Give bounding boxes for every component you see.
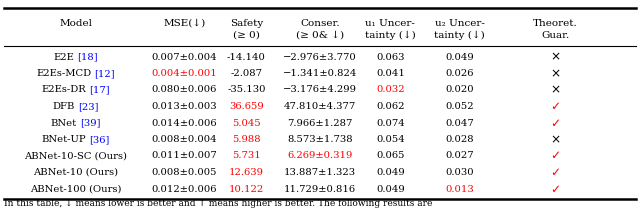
Text: [12]: [12] [94, 69, 115, 78]
Text: -14.140: -14.140 [227, 53, 266, 61]
Text: 0.080±0.006: 0.080±0.006 [152, 85, 217, 95]
Text: DFB: DFB [52, 102, 75, 111]
Text: 5.045: 5.045 [232, 119, 260, 127]
Text: ×: × [550, 133, 561, 146]
Text: u₂ Uncer-: u₂ Uncer- [435, 19, 484, 27]
Text: [17]: [17] [89, 85, 110, 95]
Text: 0.020: 0.020 [445, 85, 474, 95]
Text: 8.573±1.738: 8.573±1.738 [287, 135, 353, 144]
Text: 0.008±0.005: 0.008±0.005 [152, 168, 217, 177]
Text: 6.269±0.319: 6.269±0.319 [287, 151, 353, 161]
Text: (≥ 0& ↓): (≥ 0& ↓) [296, 31, 344, 39]
Text: 0.008±0.004: 0.008±0.004 [152, 135, 217, 144]
Text: 36.659: 36.659 [229, 102, 264, 111]
Text: ✓: ✓ [550, 116, 561, 130]
Text: -35.130: -35.130 [227, 85, 266, 95]
Text: [36]: [36] [89, 135, 109, 144]
Text: 0.027: 0.027 [445, 151, 474, 161]
Text: ABNet-10 (Ours): ABNet-10 (Ours) [33, 168, 118, 177]
Text: ABNet-100 (Ours): ABNet-100 (Ours) [30, 184, 121, 193]
Text: [23]: [23] [78, 102, 99, 111]
Text: 0.063: 0.063 [376, 53, 404, 61]
Text: Guar.: Guar. [541, 31, 570, 39]
Text: 13.887±1.323: 13.887±1.323 [284, 168, 356, 177]
Text: 0.062: 0.062 [376, 102, 404, 111]
Text: 11.729±0.816: 11.729±0.816 [284, 184, 356, 193]
Text: 0.047: 0.047 [445, 119, 474, 127]
Text: E2Es-DR: E2Es-DR [41, 85, 86, 95]
Text: E2E: E2E [53, 53, 74, 61]
Text: BNet: BNet [51, 119, 77, 127]
Text: tainty (↓): tainty (↓) [434, 30, 485, 40]
Text: 5.988: 5.988 [232, 135, 260, 144]
Text: 0.012±0.006: 0.012±0.006 [152, 184, 217, 193]
Text: 0.014±0.006: 0.014±0.006 [152, 119, 217, 127]
Text: -2.087: -2.087 [230, 69, 262, 78]
Text: [39]: [39] [80, 119, 100, 127]
Text: 0.007±0.004: 0.007±0.004 [152, 53, 217, 61]
Text: MSE(↓): MSE(↓) [163, 19, 205, 27]
Text: −3.176±4.299: −3.176±4.299 [283, 85, 357, 95]
Text: (≥ 0): (≥ 0) [233, 31, 260, 39]
Text: 0.004±0.001: 0.004±0.001 [152, 69, 217, 78]
Text: 10.122: 10.122 [228, 184, 264, 193]
Text: 0.026: 0.026 [445, 69, 474, 78]
Text: 0.054: 0.054 [376, 135, 404, 144]
Text: Theoret.: Theoret. [533, 19, 578, 27]
Text: 0.052: 0.052 [445, 102, 474, 111]
Text: 7.966±1.287: 7.966±1.287 [287, 119, 353, 127]
Text: 47.810±4.377: 47.810±4.377 [284, 102, 356, 111]
Text: ✓: ✓ [550, 100, 561, 113]
Text: [18]: [18] [77, 53, 98, 61]
Text: ✓: ✓ [550, 150, 561, 162]
Text: BNet-UP: BNet-UP [42, 135, 86, 144]
Text: Conser.: Conser. [300, 19, 340, 27]
Text: 5.731: 5.731 [232, 151, 260, 161]
Text: Safety: Safety [230, 19, 263, 27]
Text: 0.013±0.003: 0.013±0.003 [152, 102, 217, 111]
Text: ×: × [550, 67, 561, 80]
Text: ✓: ✓ [550, 166, 561, 179]
Text: ✓: ✓ [550, 183, 561, 196]
Text: 0.049: 0.049 [376, 168, 404, 177]
Text: ×: × [550, 84, 561, 96]
Text: ABNet-10-SC (Ours): ABNet-10-SC (Ours) [24, 151, 127, 161]
Text: 0.041: 0.041 [376, 69, 405, 78]
Text: 0.028: 0.028 [445, 135, 474, 144]
Text: 0.013: 0.013 [445, 184, 474, 193]
Text: ×: × [550, 50, 561, 64]
Text: 0.032: 0.032 [376, 85, 404, 95]
Text: Model: Model [59, 19, 92, 27]
Text: 0.074: 0.074 [376, 119, 404, 127]
Text: 0.011±0.007: 0.011±0.007 [152, 151, 217, 161]
Text: −2.976±3.770: −2.976±3.770 [283, 53, 357, 61]
Text: u₁ Uncer-: u₁ Uncer- [365, 19, 415, 27]
Text: 0.065: 0.065 [376, 151, 404, 161]
Text: E2Es-MCD: E2Es-MCD [36, 69, 92, 78]
Text: In this table, ↓ means lower is better and ↑ means higher is better. The followi: In this table, ↓ means lower is better a… [4, 199, 433, 207]
Text: −1.341±0.824: −1.341±0.824 [283, 69, 357, 78]
Text: 0.049: 0.049 [445, 53, 474, 61]
Text: 12.639: 12.639 [229, 168, 264, 177]
Text: 0.049: 0.049 [376, 184, 404, 193]
Text: 0.030: 0.030 [445, 168, 474, 177]
Text: tainty (↓): tainty (↓) [365, 30, 416, 40]
